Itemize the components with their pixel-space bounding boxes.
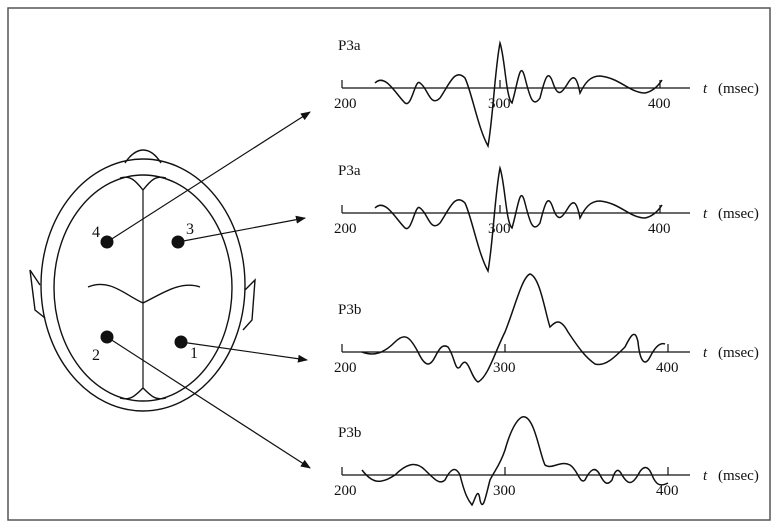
- electrode: [101, 331, 114, 344]
- panel-title: P3a: [338, 38, 361, 54]
- axis-unit: (msec): [718, 81, 759, 97]
- tick-label: 400: [648, 221, 671, 237]
- axis-unit: (msec): [718, 468, 759, 484]
- tick-label: 400: [656, 360, 679, 376]
- electrode-label: 1: [190, 345, 198, 362]
- tick-label: 300: [488, 221, 511, 237]
- electrode: [101, 236, 114, 249]
- tick-label: 400: [656, 483, 679, 499]
- electrode: [172, 236, 185, 249]
- electrode-label: 3: [186, 221, 194, 238]
- axis-unit: (msec): [718, 206, 759, 222]
- tick-label: 400: [648, 96, 671, 112]
- tick-label: 300: [493, 483, 516, 499]
- electrode-label: 2: [92, 347, 100, 364]
- tick-label: 200: [334, 483, 357, 499]
- axis-unit: (msec): [718, 345, 759, 361]
- tick-label: 300: [493, 360, 516, 376]
- tick-label: 200: [334, 221, 357, 237]
- diagram: 1 2 3 4 P3a200300400t(msec)P3a200300400t…: [0, 0, 778, 528]
- electrode-label: 4: [92, 224, 100, 241]
- panel-title: P3b: [338, 302, 361, 318]
- panel-title: P3a: [338, 163, 361, 179]
- panel-title: P3b: [338, 425, 361, 441]
- electrode: [175, 336, 188, 349]
- tick-label: 300: [488, 96, 511, 112]
- tick-label: 200: [334, 360, 357, 376]
- tick-label: 200: [334, 96, 357, 112]
